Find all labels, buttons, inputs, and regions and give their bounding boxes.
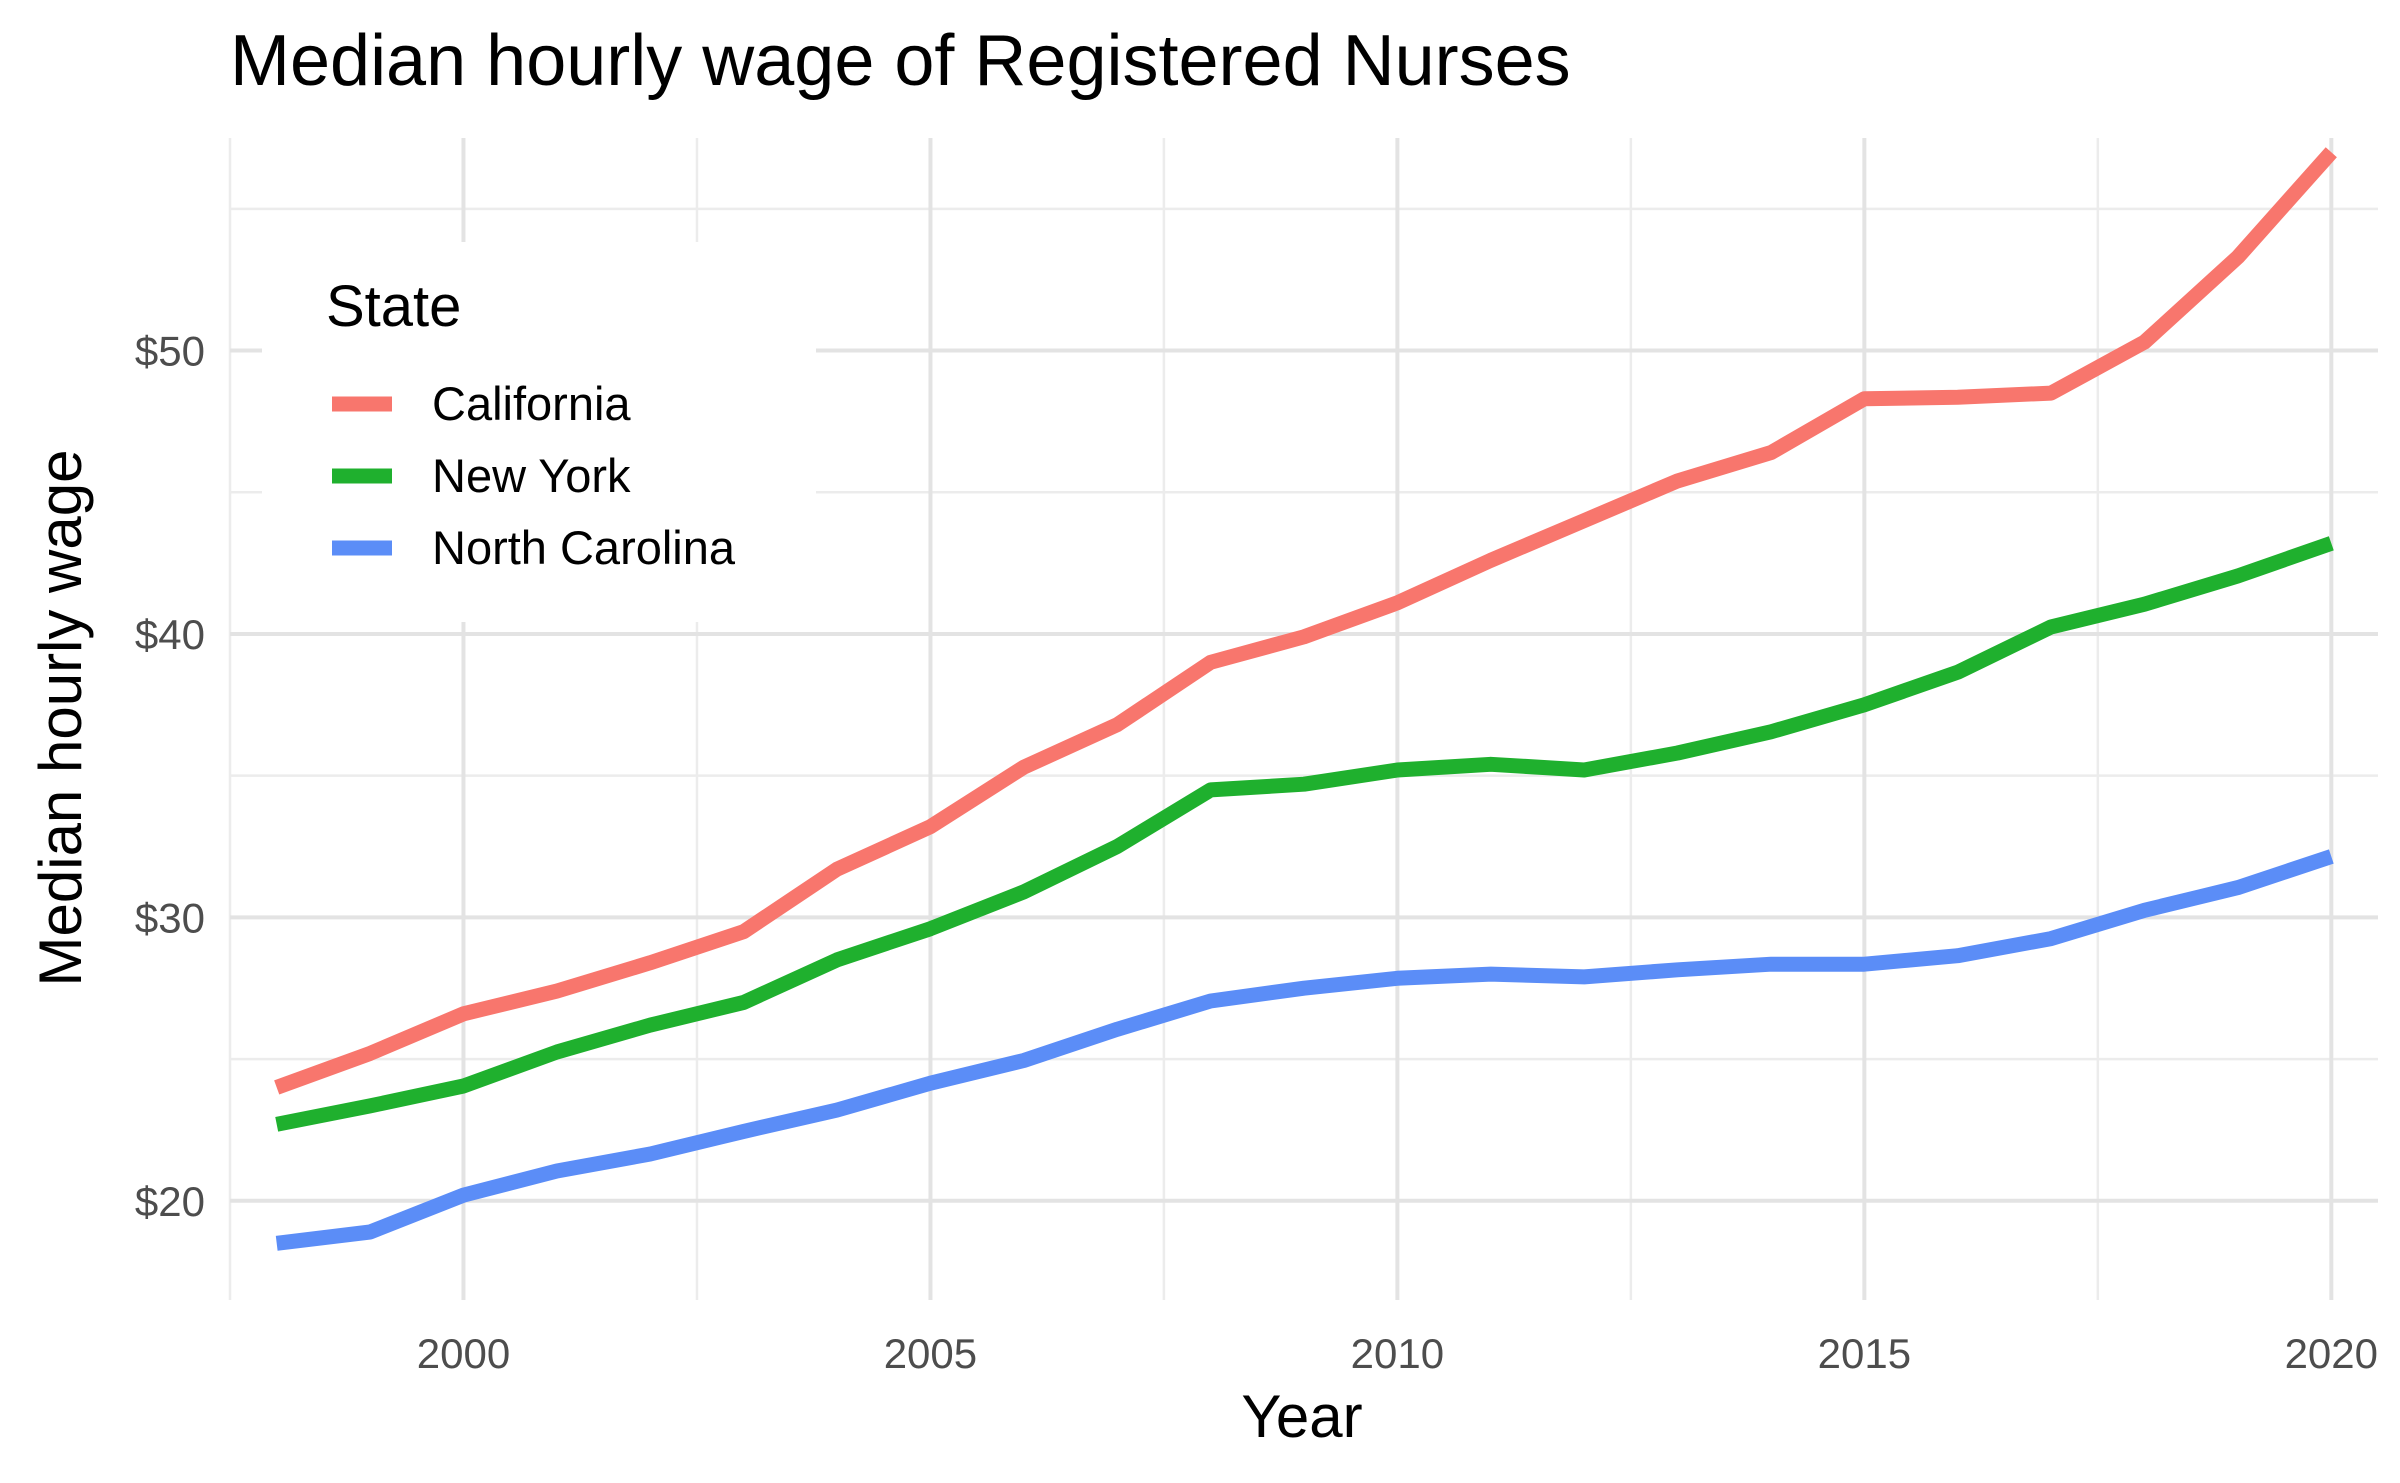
- legend-label: New York: [432, 449, 631, 502]
- chart-title: Median hourly wage of Registered Nurses: [230, 21, 1571, 101]
- legend-label: North Carolina: [432, 521, 736, 574]
- y-axis-ticks: $20 $30 $40 $50: [135, 328, 205, 1225]
- legend-label: California: [432, 377, 631, 430]
- series-line-california: [274, 147, 2337, 1095]
- x-tick-label: 2005: [884, 1330, 977, 1377]
- x-tick-label: 2015: [1818, 1330, 1911, 1377]
- legend: State California New York North Carolina: [326, 274, 736, 574]
- x-tick-label: 2020: [2285, 1330, 2378, 1377]
- x-tick-label: 2010: [1351, 1330, 1444, 1377]
- x-axis-title: Year: [1241, 1383, 1362, 1450]
- legend-background: [262, 242, 816, 622]
- series-line-north-carolina: [275, 849, 2334, 1251]
- y-tick-label: $50: [135, 328, 205, 375]
- x-axis-ticks: 2000 2005 2010 2015 2020: [417, 1330, 2378, 1377]
- y-axis-title: Median hourly wage: [27, 450, 94, 987]
- series-layer: [274, 147, 2337, 1251]
- series-line-new-york: [275, 536, 2334, 1132]
- x-tick-label: 2000: [417, 1330, 510, 1377]
- y-tick-label: $20: [135, 1178, 205, 1225]
- legend-title: State: [326, 274, 461, 339]
- y-tick-label: $40: [135, 611, 205, 658]
- y-tick-label: $30: [135, 894, 205, 941]
